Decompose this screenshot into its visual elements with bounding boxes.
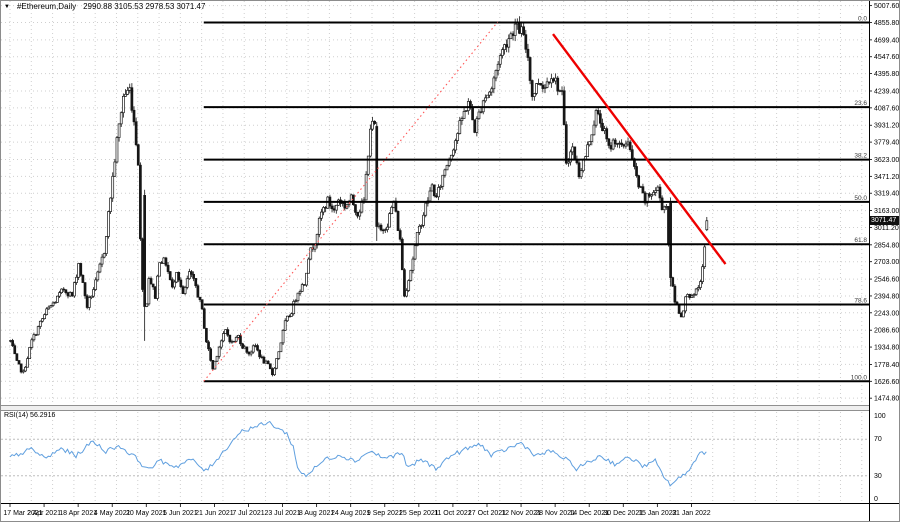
date-tick-label: 24 Aug 2021 bbox=[331, 510, 370, 517]
price-tick-label: 3163.00 bbox=[874, 208, 899, 215]
price-tick-label: 4547.60 bbox=[874, 54, 899, 61]
price-tick-label: 3471.20 bbox=[874, 174, 899, 181]
date-tick-label: 20 May 2021 bbox=[126, 510, 167, 517]
rsi-scale-label: 0 bbox=[874, 496, 878, 503]
date-tick-label: 14 Dec 2021 bbox=[569, 510, 609, 517]
price-tick-label: 1474.80 bbox=[874, 396, 899, 403]
price-tick-label: 3011.20 bbox=[874, 225, 899, 232]
price-tick-label: 4395.80 bbox=[874, 71, 899, 78]
date-tick-label: 11 Oct 2021 bbox=[434, 510, 472, 517]
fib-level-label: 61.8 bbox=[854, 237, 867, 244]
date-tick-label: 5 Jun 2021 bbox=[163, 510, 198, 517]
fib-level-label: 38.2 bbox=[854, 153, 867, 160]
date-tick-label: 28 Nov 2021 bbox=[535, 510, 575, 517]
date-tick-label: 4 May 2021 bbox=[94, 510, 131, 517]
date-tick-label: 27 Oct 2021 bbox=[468, 510, 506, 517]
descending-trendline[interactable] bbox=[552, 33, 727, 265]
price-tick-label: 2086.60 bbox=[874, 328, 899, 335]
price-tick-label: 4699.40 bbox=[874, 37, 899, 44]
date-tick-label: 7 Jul 2021 bbox=[232, 510, 264, 517]
rsi-scale-label: 70 bbox=[874, 436, 882, 443]
fib-level-label: 50.0 bbox=[854, 195, 867, 202]
date-tick-label: 18 Apr 2021 bbox=[59, 510, 97, 517]
panel-splitter[interactable] bbox=[1, 405, 900, 411]
rsi-panel[interactable] bbox=[1, 420, 869, 487]
price-tick-label: 3623.00 bbox=[874, 157, 899, 164]
price-axis[interactable]: 5007.60 4855.80 4699.40 4547.60 4395.80 4239.… bbox=[869, 1, 900, 522]
price-tick-label: 3779.40 bbox=[874, 140, 899, 147]
date-tick-label: 21 Jun 2021 bbox=[195, 510, 234, 517]
price-tick-label: 2703.00 bbox=[874, 259, 899, 266]
price-tick-label: 1778.40 bbox=[874, 362, 899, 369]
date-tick-label: 25 Sep 2021 bbox=[399, 510, 439, 517]
price-tick-label: 2854.80 bbox=[874, 242, 899, 249]
price-tick-label: 3931.20 bbox=[874, 123, 899, 130]
current-price-badge: 3071.47 bbox=[870, 216, 899, 225]
fib-level-label: 23.6 bbox=[854, 100, 867, 107]
fib-level-label: 100.0 bbox=[851, 374, 868, 381]
date-tick-label: 12 Nov 2021 bbox=[501, 510, 541, 517]
chart-marker-icon: ▼ bbox=[4, 3, 10, 10]
price-tick-label: 4239.40 bbox=[874, 88, 899, 95]
fibonacci-retracement[interactable]: 0.0 23.6 38.2 50.0 61.8 78.6 100.0 bbox=[203, 16, 869, 383]
date-tick-label: 8 Aug 2021 bbox=[299, 510, 335, 517]
grid bbox=[1, 1, 869, 503]
price-tick-label: 4087.60 bbox=[874, 105, 899, 112]
date-tick-label: 30 Dec 2021 bbox=[603, 510, 643, 517]
price-tick-label: 1626.60 bbox=[874, 379, 899, 386]
fib-diagonal-line[interactable] bbox=[203, 21, 499, 382]
fib-level-label: 78.6 bbox=[854, 298, 867, 305]
price-tick-label: 2243.00 bbox=[874, 310, 899, 317]
rsi-scale-label: 30 bbox=[874, 473, 882, 480]
date-tick-label: 15 Jan 2022 bbox=[638, 510, 677, 517]
price-tick-label: 2546.60 bbox=[874, 277, 899, 284]
date-tick-label: 31 Jan 2022 bbox=[672, 510, 711, 517]
price-tick-label: 4855.80 bbox=[874, 20, 899, 27]
date-tick-label: 23 Jul 2021 bbox=[264, 510, 300, 517]
fib-level-label: 0.0 bbox=[858, 16, 867, 23]
chart-ohlc-readout: 2990.88 3105.53 2978.53 3071.47 bbox=[83, 2, 206, 11]
date-tick-label: 9 Sep 2021 bbox=[367, 510, 403, 517]
candlestick-series[interactable] bbox=[9, 16, 709, 377]
price-tick-label: 3319.40 bbox=[874, 191, 899, 198]
price-tick-label: 2394.80 bbox=[874, 293, 899, 300]
rsi-scale-label: 100 bbox=[874, 413, 886, 420]
date-tick-label: 2 Apr 2021 bbox=[27, 510, 61, 517]
rsi-indicator-label: RSI(14) 56.2916 bbox=[4, 412, 56, 419]
rsi-line[interactable] bbox=[9, 420, 707, 487]
chart-symbol-title: #Ethereum,Daily bbox=[16, 2, 77, 11]
date-tick-label: 17 Mar 2021 bbox=[3, 510, 42, 517]
price-tick-label: 5007.60 bbox=[874, 3, 899, 10]
price-tick-label: 1934.80 bbox=[874, 345, 899, 352]
chart-titlebar: ▼ #Ethereum,Daily 2990.88 3105.53 2978.5… bbox=[4, 2, 205, 11]
